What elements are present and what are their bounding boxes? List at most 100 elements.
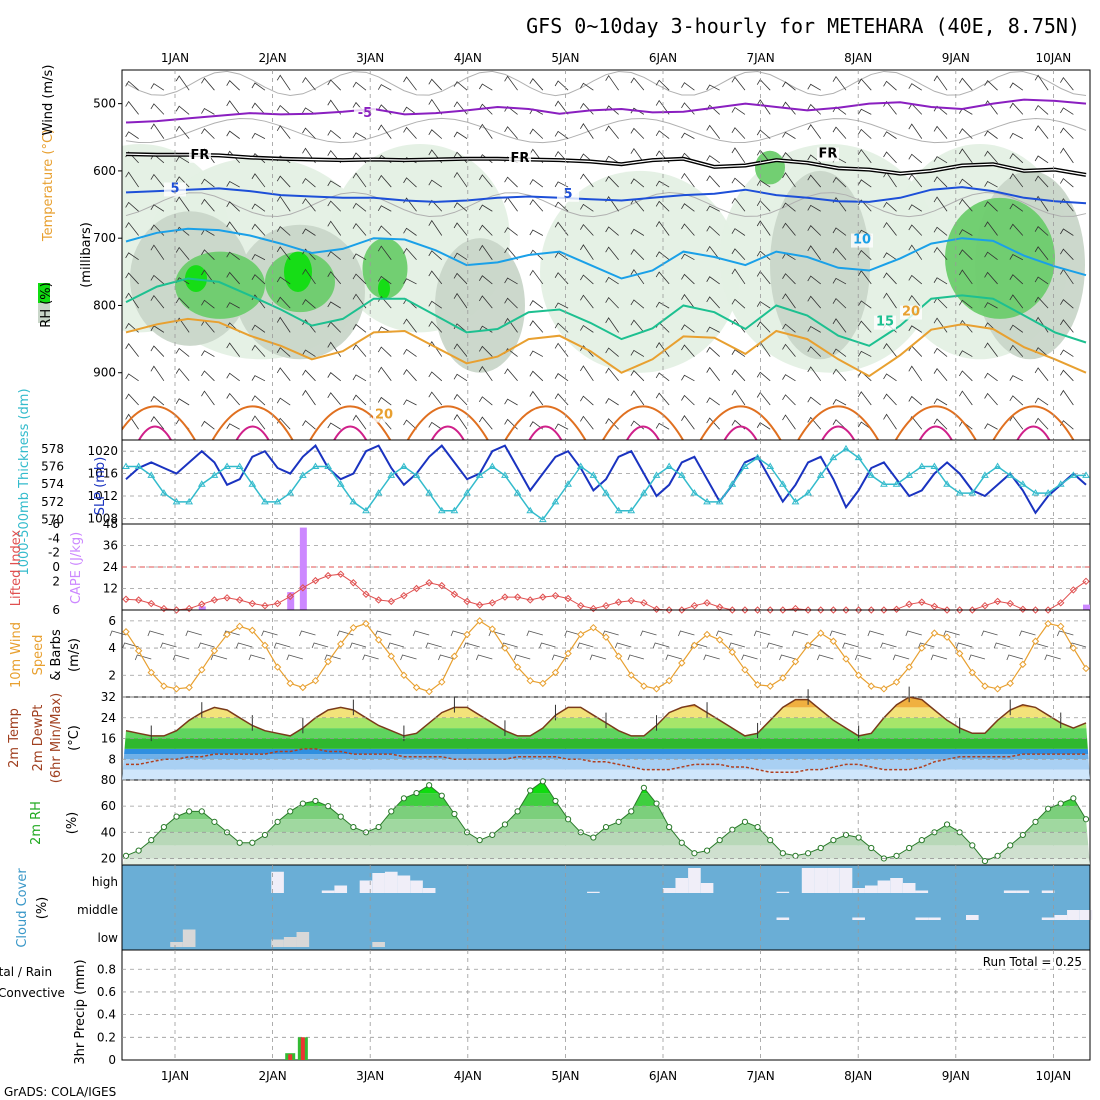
wind-barb (630, 127, 645, 139)
rh-point (274, 818, 281, 825)
dewpoint-line (126, 748, 1086, 773)
wind-barb (832, 277, 847, 285)
rh-band (122, 781, 1090, 794)
wind10-point (614, 652, 623, 660)
rh-band (122, 858, 1090, 865)
wind-barb (630, 248, 645, 260)
isotherm-hot (235, 425, 270, 440)
x-tick-label-bottom: 4JAN (454, 1069, 482, 1083)
cloud-bar (170, 942, 183, 947)
wind-barb (302, 228, 316, 236)
wind-barb (1060, 319, 1074, 333)
wind10-point (1082, 664, 1090, 673)
wind-barb (655, 220, 670, 236)
wind-barb (984, 271, 998, 285)
thickness-point (791, 497, 800, 505)
wind10-barb (829, 630, 847, 637)
wind-barb (302, 177, 316, 188)
thickness-point (400, 462, 408, 470)
lifted-index-point (337, 570, 345, 578)
wind-barb (883, 201, 897, 212)
wind-barb (352, 323, 367, 333)
li-tick-label: 0 (52, 560, 60, 574)
wind10-point (147, 668, 155, 677)
wind-barb (655, 99, 670, 115)
wind-barb (933, 418, 948, 430)
wind-barb (352, 202, 367, 212)
rh-point (312, 797, 319, 805)
wind-barb (655, 271, 670, 285)
wind-barb (807, 204, 821, 212)
cape-bar (299, 527, 307, 610)
wind-barb (1009, 254, 1024, 261)
wind-barb (504, 176, 518, 188)
isotherm-warm (797, 405, 880, 440)
wind-barb (327, 422, 341, 430)
wind-barb (807, 295, 822, 309)
wind-barb (580, 173, 594, 188)
wind10-point (122, 628, 130, 636)
lifted-index-point (400, 591, 408, 600)
cloud-bar (397, 875, 411, 893)
wind-barb (984, 181, 998, 188)
wind-barb (554, 373, 569, 382)
wind-barb (655, 200, 670, 212)
wind-barb (403, 399, 417, 406)
lifted-index-point (829, 606, 838, 614)
rh-point (400, 795, 407, 802)
lifted-index-point (185, 604, 193, 613)
wind-barb (175, 347, 190, 357)
contour-label: 5 (563, 187, 572, 202)
wind-barb (1034, 226, 1049, 236)
wind10-barb (513, 654, 531, 661)
wind-barb (958, 350, 973, 357)
wind-barb (428, 250, 443, 261)
rh-point (236, 839, 243, 846)
axis-label: 3hr Precip (mm) (73, 959, 88, 1064)
wind10-barb (185, 630, 202, 637)
cloud-bar (384, 871, 398, 893)
wind10-barb (715, 630, 733, 637)
wind-barb (377, 245, 392, 260)
wind-barb (1034, 276, 1049, 285)
cloud-bar (801, 868, 815, 893)
wind-barb (327, 129, 341, 139)
wind-barb (478, 345, 493, 357)
rh-axis-unit: (%) (65, 812, 80, 835)
wind-barb (125, 292, 139, 309)
axis-label: (°C) (67, 725, 82, 751)
wind-barb (1034, 246, 1049, 260)
wind10-point (248, 626, 257, 635)
rh-point (1007, 842, 1014, 849)
wind10-point (438, 678, 446, 686)
thickness-point (551, 497, 560, 505)
wind-barb (731, 147, 746, 164)
precip-convective-bar (288, 1054, 293, 1060)
lifted-index-point (690, 601, 699, 610)
thickness-point (943, 480, 951, 487)
wind-barb (605, 155, 619, 164)
wind10-barb (160, 642, 177, 649)
wind-barb (453, 272, 468, 285)
wind-barb (251, 102, 266, 115)
x-tick-label-bottom: 2JAN (259, 1069, 287, 1083)
precip-tick-label: 0.6 (97, 985, 116, 999)
contour-label-bg (189, 148, 211, 163)
isotherm-hot (528, 425, 563, 440)
wind-barb (403, 368, 417, 382)
cape-tick-label: 24 (103, 560, 118, 574)
wind10-point (766, 682, 774, 690)
wind-barb (150, 416, 165, 430)
wind10-barb (438, 654, 455, 661)
rh-point (1082, 816, 1090, 823)
rh-point (729, 826, 736, 833)
cloud-layer-label: middle (77, 903, 118, 917)
rh-band (122, 845, 1090, 859)
wind-barb (681, 203, 695, 212)
wind-barb (554, 130, 569, 139)
wind-barb (681, 415, 695, 430)
wind-barb (1034, 296, 1049, 309)
lifted-index-point (324, 571, 332, 580)
wind-barb (958, 269, 973, 285)
